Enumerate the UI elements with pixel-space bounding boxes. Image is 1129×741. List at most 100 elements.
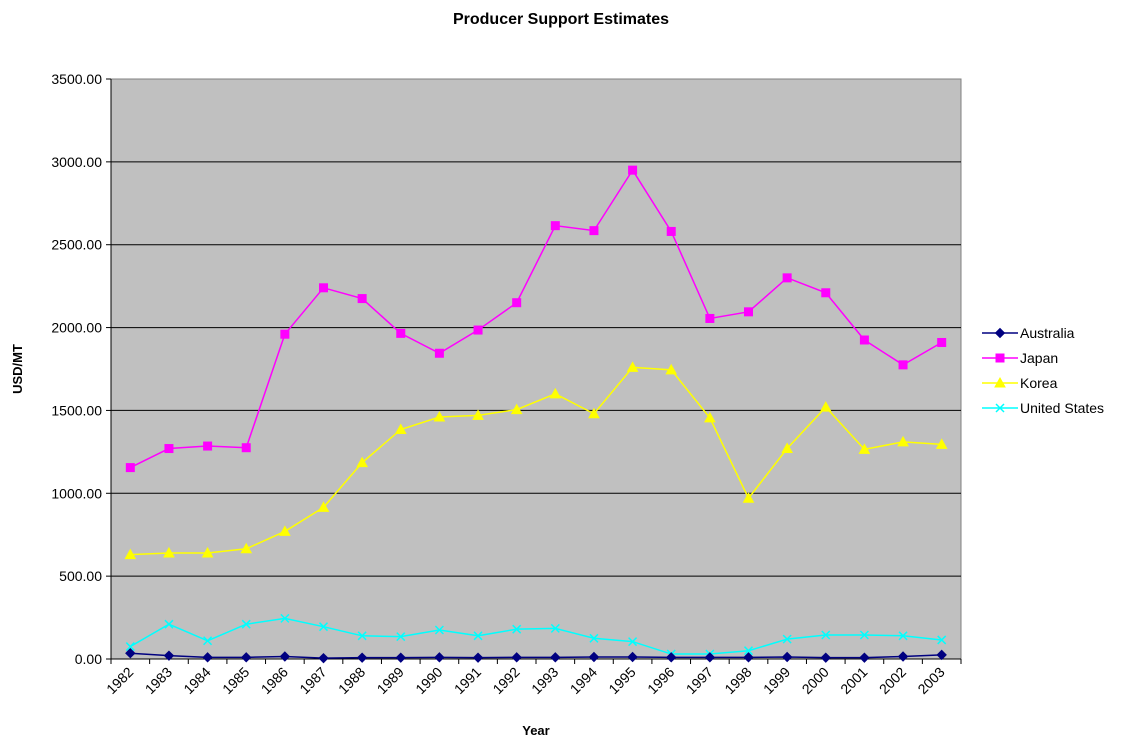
y-tick-label: 1500.00 xyxy=(51,402,102,418)
data-point-australia xyxy=(859,652,870,663)
data-point-united-states xyxy=(473,631,483,641)
chart-title: Producer Support Estimates xyxy=(453,11,669,28)
x-tick-label: 1987 xyxy=(296,664,329,697)
data-point-korea xyxy=(472,409,484,420)
data-point-australia xyxy=(511,652,522,663)
data-point-japan xyxy=(280,329,290,339)
series-australia xyxy=(125,647,947,664)
data-point-australia xyxy=(125,647,136,659)
series-line-japan xyxy=(129,168,943,469)
x-tick-label: 1997 xyxy=(683,664,716,697)
data-point-united-states xyxy=(589,633,599,643)
legend-marker-australia xyxy=(994,327,1006,339)
data-point-united-states xyxy=(821,630,831,640)
x-tick-label: 1998 xyxy=(721,664,754,697)
data-point-japan xyxy=(164,444,174,454)
x-tick-label: 2002 xyxy=(876,664,909,697)
data-point-australia xyxy=(434,652,445,663)
y-tick-label: 2000.00 xyxy=(51,320,102,336)
data-point-australia xyxy=(820,652,831,663)
series-korea xyxy=(124,361,948,560)
legend-item-korea: Korea xyxy=(982,375,1058,391)
y-tick-label: 3500.00 xyxy=(51,71,102,87)
data-point-japan xyxy=(125,463,135,473)
data-point-japan xyxy=(821,288,831,298)
data-point-korea xyxy=(626,361,639,372)
data-point-united-states xyxy=(164,619,174,629)
data-point-japan xyxy=(550,221,560,231)
x-tick-label: 1995 xyxy=(605,664,638,697)
data-point-united-states xyxy=(743,646,754,656)
series-line-korea xyxy=(130,366,942,556)
plot-area xyxy=(110,78,962,660)
y-tick-label: 0.00 xyxy=(75,651,102,667)
data-point-japan xyxy=(241,443,251,453)
data-point-korea xyxy=(781,442,793,454)
x-tick-label: 2001 xyxy=(837,664,870,697)
x-axis-ticks: 1982 1983 1984 1985 1986 1987 1988 1989 1990 1991… xyxy=(103,659,962,697)
series-line-united-states xyxy=(129,617,942,655)
data-point-united-states xyxy=(937,635,947,645)
legend-item-japan: Japan xyxy=(982,350,1058,366)
data-point-australia xyxy=(163,650,175,661)
data-point-united-states xyxy=(357,631,367,641)
legend-item-united-states: United States xyxy=(982,400,1104,416)
data-point-japan xyxy=(319,283,328,293)
data-point-korea xyxy=(549,387,562,399)
data-point-united-states xyxy=(203,636,213,646)
data-point-japan xyxy=(434,348,444,358)
data-point-australia xyxy=(666,652,677,663)
y-axis-label: USD/MT xyxy=(10,344,25,394)
legend-item-australia: Australia xyxy=(982,325,1075,341)
data-point-united-states xyxy=(241,619,251,629)
x-tick-label: 1990 xyxy=(412,664,445,697)
data-point-korea xyxy=(240,542,253,554)
legend: Australia Japan Korea United States xyxy=(982,325,1104,416)
x-tick-label: 1996 xyxy=(644,664,677,697)
data-point-australia xyxy=(781,651,793,663)
data-point-united-states xyxy=(898,631,908,641)
data-point-united-states xyxy=(859,630,869,640)
data-point-korea xyxy=(317,501,330,512)
x-tick-label: 1991 xyxy=(451,664,484,697)
data-point-korea xyxy=(124,548,137,560)
data-point-korea xyxy=(394,423,407,434)
data-point-united-states xyxy=(434,625,444,635)
series-line-australia xyxy=(130,652,942,659)
data-point-united-states xyxy=(396,632,406,642)
legend-marker-united-states xyxy=(995,403,1005,413)
data-point-united-states xyxy=(280,613,290,623)
x-axis-label: Year xyxy=(522,723,549,738)
data-point-australia xyxy=(936,649,947,661)
x-tick-label: 1994 xyxy=(567,664,600,697)
data-point-korea xyxy=(858,443,871,454)
data-point-united-states xyxy=(512,624,522,634)
data-point-united-states xyxy=(782,634,792,644)
data-point-japan xyxy=(357,294,367,304)
x-tick-label: 1983 xyxy=(142,664,175,697)
data-point-australia xyxy=(897,651,909,662)
series-layer xyxy=(124,165,948,664)
data-point-united-states xyxy=(550,623,560,633)
y-axis-ticks: 0.00 500.00 1000.00 1500.00 2000.00 2500.00 30… xyxy=(51,71,111,667)
x-tick-label: 1989 xyxy=(374,664,407,697)
data-point-australia xyxy=(279,651,291,662)
data-point-korea xyxy=(356,456,368,468)
x-tick-label: 2000 xyxy=(799,664,832,697)
data-point-united-states xyxy=(628,637,638,647)
data-point-japan xyxy=(859,335,869,345)
data-point-australia xyxy=(588,651,600,663)
data-point-japan xyxy=(628,165,638,175)
data-point-korea xyxy=(819,401,832,412)
x-tick-label: 1984 xyxy=(180,664,213,697)
series-japan xyxy=(125,165,947,473)
data-point-australia xyxy=(241,652,252,663)
gridlines xyxy=(110,79,961,660)
x-tick-label: 1985 xyxy=(219,664,252,697)
data-point-korea xyxy=(897,435,909,447)
legend-label: Japan xyxy=(1020,350,1058,366)
data-point-japan xyxy=(666,226,676,236)
data-point-korea xyxy=(279,525,291,536)
legend-marker-korea xyxy=(994,376,1006,388)
